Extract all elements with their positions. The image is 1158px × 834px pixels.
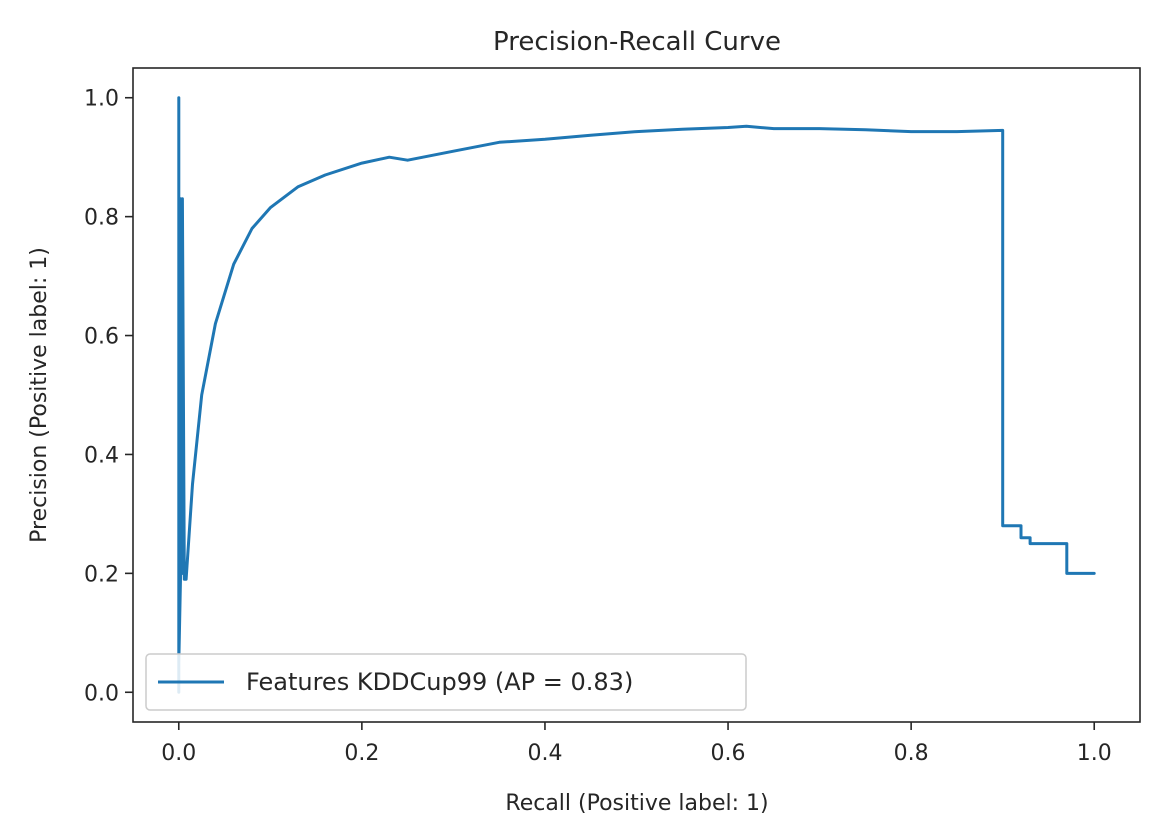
x-tick-label: 0.8 [894, 741, 929, 766]
x-tick-label: 0.2 [344, 741, 379, 766]
y-tick-label: 0.6 [84, 325, 119, 350]
legend: Features KDDCup99 (AP = 0.83) [145, 653, 747, 711]
x-tick-label: 0.0 [161, 741, 196, 766]
y-tick-label: 0.4 [84, 443, 119, 468]
y-tick-label: 1.0 [84, 87, 119, 112]
y-tick-label: 0.8 [84, 206, 119, 231]
legend-box [145, 653, 747, 711]
series-line [177, 96, 1096, 694]
y-axis-label: Precision (Positive label: 1) [27, 247, 52, 543]
axes-frame [132, 67, 1141, 723]
x-tick-label: 0.6 [711, 741, 746, 766]
chart-title: Precision-Recall Curve [493, 27, 781, 57]
series-layer [177, 96, 1096, 694]
x-tick-label: 0.4 [527, 741, 562, 766]
y-tick-label: 0.0 [84, 681, 119, 706]
y-axis-ticks: 0.0 0.2 0.4 0.6 0.8 1.0 [84, 87, 133, 706]
legend-label: Features KDDCup99 (AP = 0.83) [246, 668, 633, 696]
y-tick-label: 0.2 [84, 562, 119, 587]
x-axis-ticks: 0.0 0.2 0.4 0.6 0.8 1.0 [161, 722, 1112, 766]
x-tick-label: 1.0 [1077, 741, 1112, 766]
plot-area [132, 67, 1141, 723]
x-axis-label: Recall (Positive label: 1) [505, 791, 768, 816]
